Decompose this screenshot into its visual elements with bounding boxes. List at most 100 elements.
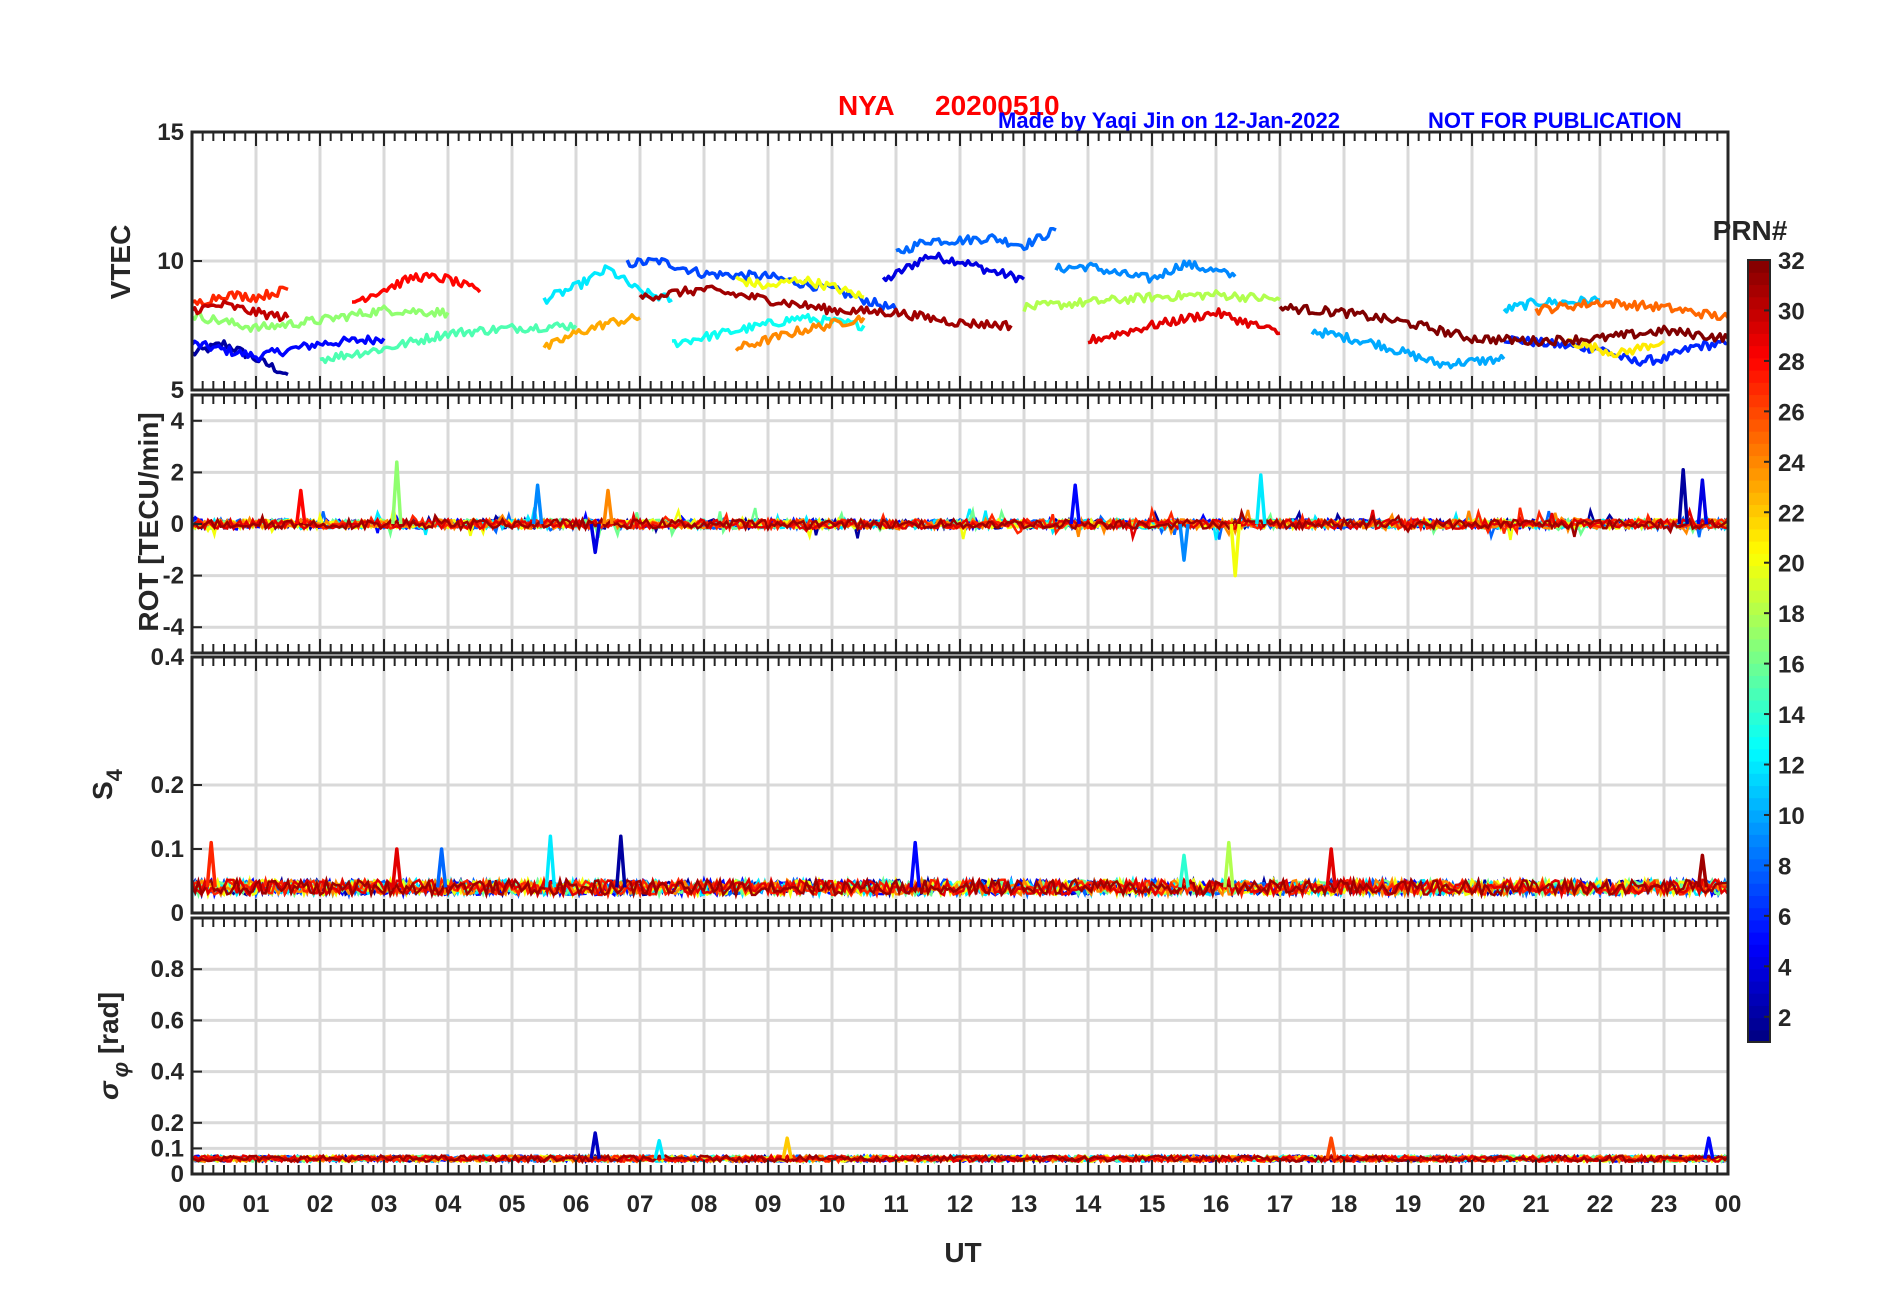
x-tick-label: 09	[755, 1191, 782, 1218]
colorbar-segment	[1748, 528, 1770, 542]
colorbar-segment	[1748, 357, 1770, 371]
notice-label: NOT FOR PUBLICATION	[1428, 108, 1682, 133]
vtec-series-prn-5	[190, 334, 386, 363]
sigma_phi-y-tick-label: 0.1	[151, 1135, 184, 1162]
colorbar-segment	[1748, 809, 1770, 823]
colorbar-segment	[1748, 773, 1770, 787]
vtec-y-tick-label: 5	[171, 377, 184, 404]
date-label: 20200510	[935, 90, 1060, 121]
x-tick-label: 21	[1523, 1191, 1550, 1218]
x-tick-label: 14	[1075, 1191, 1102, 1218]
rot-y-tick-label: 0	[171, 511, 184, 538]
s4-spike-prn-8	[435, 847, 448, 888]
s4-axis-label: S4	[87, 768, 127, 800]
colorbar-segment	[1748, 602, 1770, 615]
x-tick-label: 03	[371, 1191, 398, 1218]
colorbar-segment	[1748, 1029, 1770, 1043]
colorbar-segment	[1748, 895, 1770, 909]
sigma_phi-spike-prn-26	[1325, 1136, 1337, 1159]
sigma_phi-spike-prn-5	[1703, 1136, 1715, 1159]
colorbar-segment	[1748, 760, 1770, 774]
rot-spike-prn-9	[531, 483, 544, 525]
colorbar-tick-label: 26	[1778, 399, 1805, 426]
vtec-series-prn-23	[542, 313, 641, 350]
colorbar-segment	[1748, 382, 1770, 396]
colorbar-segment	[1748, 675, 1770, 689]
s4-noise-prn-20	[190, 874, 1729, 900]
s4-spike-prn-12	[544, 834, 557, 888]
rot-spike-prn-17	[391, 460, 403, 525]
colorbar-segment	[1748, 284, 1770, 298]
rot-spike-prn-9	[1178, 523, 1190, 562]
rot-spike-prn-2	[1677, 468, 1689, 525]
colorbar-segment	[1748, 968, 1770, 982]
sigma_phi-spike-prn-12	[653, 1138, 665, 1159]
colorbar-segment	[1748, 443, 1770, 457]
colorbar-segment	[1748, 431, 1770, 444]
colorbar-segment	[1748, 651, 1770, 664]
x-tick-label: 06	[563, 1191, 590, 1218]
s4-noise-prn-31	[190, 875, 1729, 900]
x-tick-label: 08	[691, 1191, 718, 1218]
colorbar-segment	[1748, 797, 1770, 811]
colorbar-segment	[1748, 553, 1770, 567]
colorbar-tick-label: 20	[1778, 551, 1805, 578]
sigma-phi-axis-label: σφ [rad]	[93, 992, 133, 1100]
x-tick-label: 05	[499, 1191, 526, 1218]
prn-colorbar	[1747, 259, 1771, 1043]
vtec-series-prn-27	[191, 285, 289, 307]
x-tick-label: 20	[1459, 1191, 1486, 1218]
rot-spike-prn-12	[1255, 473, 1267, 525]
colorbar-segment	[1748, 956, 1770, 970]
colorbar-segment	[1748, 822, 1770, 835]
s4-y-tick-label: 0	[171, 900, 184, 927]
rot-spike-prn-4	[1696, 478, 1709, 525]
colorbar-segment	[1748, 736, 1770, 750]
s4-panel: 0 0.1 0.2 0.4 S4	[87, 644, 1730, 927]
colorbar-segment	[1748, 479, 1770, 493]
x-tick-label: 16	[1203, 1191, 1230, 1218]
colorbar-segment	[1748, 333, 1770, 347]
sigma_phi-spike-prn-3	[589, 1131, 601, 1159]
colorbar-segment	[1748, 785, 1770, 799]
colorbar-segment	[1748, 638, 1770, 652]
rot-spike-prn-24	[602, 488, 614, 525]
rot-y-tick-label: -2	[163, 563, 184, 590]
vtec-series-prn-7	[625, 256, 898, 312]
colorbar-segment	[1748, 577, 1770, 591]
s4-spike-prn-29	[391, 847, 403, 888]
x-tick-label: 19	[1395, 1191, 1422, 1218]
x-tick-label: 23	[1651, 1191, 1678, 1218]
x-tick-label: 07	[627, 1191, 654, 1218]
colorbar-tick-label: 32	[1778, 248, 1805, 275]
colorbar-segment	[1748, 687, 1770, 701]
colorbar-segment	[1748, 919, 1770, 933]
colorbar-segment	[1748, 418, 1770, 432]
sigma_phi-y-tick-label: 0.6	[151, 1007, 184, 1034]
vtec-series-prn-25	[1534, 298, 1730, 322]
colorbar-tick-label: 16	[1778, 652, 1805, 679]
colorbar-segment	[1748, 614, 1770, 628]
vtec-series-prn-8	[895, 227, 1057, 255]
colorbar-segment	[1748, 748, 1770, 762]
colorbar-segment	[1748, 626, 1770, 640]
colorbar-segment	[1748, 565, 1770, 579]
colorbar-segment	[1748, 541, 1770, 554]
vtec-series-prn-10	[1310, 327, 1506, 370]
x-tick-label: 11	[883, 1191, 908, 1218]
x-tick-label: 12	[947, 1191, 974, 1218]
colorbar-tick-label: 6	[1778, 904, 1791, 931]
s4-spike-prn-2	[615, 834, 627, 888]
colorbar-segment	[1748, 932, 1770, 945]
colorbar-segment	[1748, 1017, 1770, 1031]
vtec-series-prn-32	[1278, 302, 1730, 348]
rot-y-tick-label: -4	[163, 614, 185, 641]
s4-spike-prn-14	[1178, 853, 1190, 888]
colorbar-segment	[1748, 846, 1770, 860]
colorbar-segment	[1748, 455, 1770, 469]
sigma_phi-y-tick-label: 0.8	[151, 956, 184, 983]
x-tick-label: 04	[435, 1191, 462, 1218]
colorbar-segment	[1748, 345, 1770, 359]
colorbar-tick-label: 2	[1778, 1005, 1791, 1032]
